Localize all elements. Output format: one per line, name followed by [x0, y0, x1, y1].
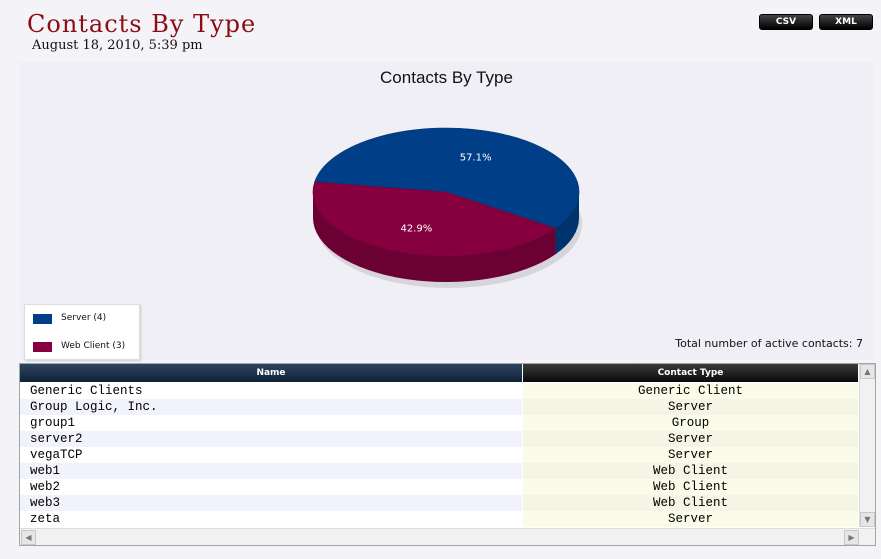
- table-row[interactable]: server2 Server: [20, 431, 858, 447]
- cell-name: Group Logic, Inc.: [20, 399, 522, 415]
- page-title: Contacts By Type: [27, 10, 257, 38]
- cell-contact-type: Server: [523, 431, 858, 447]
- chart-title: Contacts By Type: [380, 68, 513, 87]
- table-row[interactable]: Group Logic, Inc. Server: [20, 399, 858, 415]
- table-row[interactable]: web1 Web Client: [20, 463, 858, 479]
- pie-slice-side: [555, 192, 579, 255]
- cell-name: web3: [20, 495, 522, 511]
- legend-item-web-client: Web Client (3): [33, 340, 139, 354]
- pie-slice[interactable]: [312, 181, 557, 257]
- cell-name: vegaTCP: [30, 448, 83, 462]
- pie-slice-side: [313, 192, 556, 282]
- pie-data-label: 42.9%: [401, 224, 433, 235]
- pie-slice[interactable]: [314, 127, 580, 229]
- cell-contact-type: Web Client: [523, 479, 858, 495]
- cell-name: group1: [30, 416, 76, 430]
- cell-name: web1: [20, 463, 522, 479]
- table-row[interactable]: zeta Server: [20, 511, 858, 527]
- legend-swatch-web-client: [33, 342, 52, 352]
- table-row[interactable]: group1 Group: [20, 415, 858, 431]
- contacts-table[interactable]: Name Contact Type Generic Clients Generic…: [19, 363, 876, 546]
- csv-export-button[interactable]: CSV: [759, 14, 813, 30]
- table-row[interactable]: vegaTCP Server: [20, 447, 858, 463]
- cell-contact-type: Server: [523, 399, 858, 415]
- vertical-scrollbar[interactable]: ▲ ▼: [859, 364, 875, 527]
- xml-export-button[interactable]: XML: [819, 14, 873, 30]
- legend-label-server: Server (4): [61, 313, 107, 323]
- table-row[interactable]: Generic Clients Generic Client: [20, 383, 858, 399]
- cell-contact-type: Generic Client: [523, 383, 858, 399]
- cell-name: web2: [30, 480, 61, 494]
- total-contacts-label: Total number of active contacts: 7: [675, 337, 863, 350]
- column-header-contact-type[interactable]: Contact Type: [523, 364, 858, 382]
- cell-name: zeta: [30, 512, 61, 526]
- legend-label-web-client: Web Client (3): [61, 341, 126, 351]
- chevron-up-icon[interactable]: ▲: [860, 364, 875, 379]
- chart-panel: Contacts By Type 57.1% 42.9% Server (4) W…: [20, 62, 873, 360]
- cell-name: Generic Clients: [30, 384, 143, 398]
- table-row[interactable]: web3 Web Client: [20, 495, 858, 511]
- legend-item-server: Server (4): [33, 312, 139, 326]
- pie-data-label: 57.1%: [460, 152, 492, 163]
- cell-name: server2: [20, 431, 522, 447]
- table-header: Name Contact Type: [20, 364, 858, 382]
- chart-legend: Server (4) Web Client (3): [24, 304, 140, 360]
- pie-chart: 57.1% 42.9%: [312, 127, 582, 288]
- table-row[interactable]: web2 Web Client: [20, 479, 858, 495]
- chevron-left-icon[interactable]: ◀: [21, 530, 36, 545]
- column-header-name[interactable]: Name: [20, 364, 522, 382]
- chevron-right-icon[interactable]: ▶: [844, 530, 859, 545]
- legend-swatch-server: [33, 314, 52, 324]
- cell-contact-type: Server: [523, 447, 858, 463]
- chevron-down-icon[interactable]: ▼: [860, 512, 875, 527]
- cell-contact-type: Web Client: [523, 495, 858, 511]
- cell-contact-type: Group: [523, 415, 858, 431]
- cell-contact-type: Server: [523, 511, 858, 527]
- table-body: Generic Clients Generic Client Group Logic…: [20, 383, 858, 527]
- report-date: August 18, 2010, 5:39 pm: [32, 38, 203, 53]
- horizontal-scrollbar[interactable]: ◀ ▶: [20, 528, 875, 545]
- cell-contact-type: Web Client: [523, 463, 858, 479]
